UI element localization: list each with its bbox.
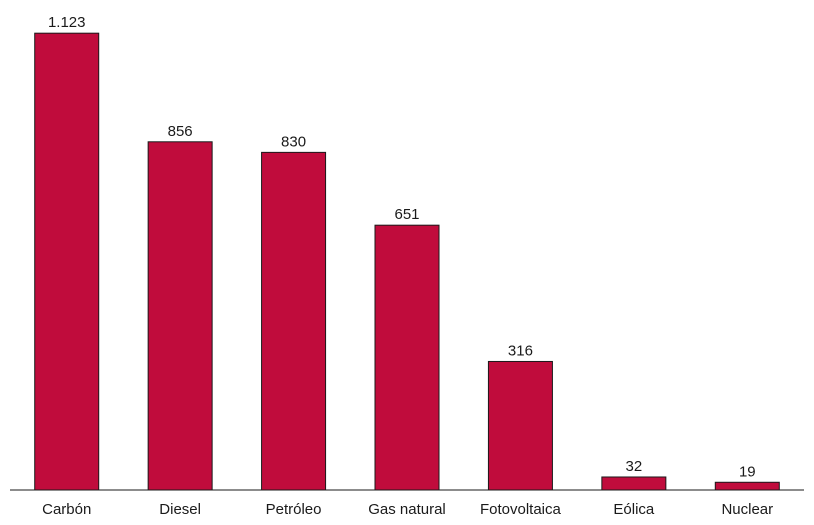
bar-5 [601, 476, 667, 491]
bar-6 [714, 481, 780, 491]
category-label-0: Carbón [42, 501, 91, 518]
value-label-5: 32 [626, 458, 643, 475]
category-label-6: Nuclear [721, 501, 773, 518]
category-label-4: Fotovoltaica [480, 501, 562, 518]
value-label-2: 830 [281, 133, 306, 150]
value-label-4: 316 [508, 342, 533, 359]
value-label-3: 651 [394, 206, 419, 223]
category-label-3: Gas natural [368, 501, 446, 518]
bar-1 [147, 141, 213, 491]
bar-2 [261, 151, 327, 491]
category-labels-layer: Carbón Diesel Petróleo Gas natural Fotovolta… [42, 501, 773, 518]
bar-0 [34, 32, 100, 491]
category-label-5: Eólica [613, 501, 655, 518]
value-label-0: 1.123 [48, 14, 86, 31]
bar-3 [374, 224, 440, 491]
category-label-2: Petróleo [266, 501, 322, 518]
value-label-6: 19 [739, 463, 756, 480]
bar-4 [487, 360, 553, 491]
category-label-1: Diesel [159, 501, 201, 518]
value-labels-layer: 1.123 856 830 651 316 32 19 [48, 14, 756, 480]
bars-layer [34, 32, 780, 491]
value-label-1: 856 [168, 123, 193, 140]
